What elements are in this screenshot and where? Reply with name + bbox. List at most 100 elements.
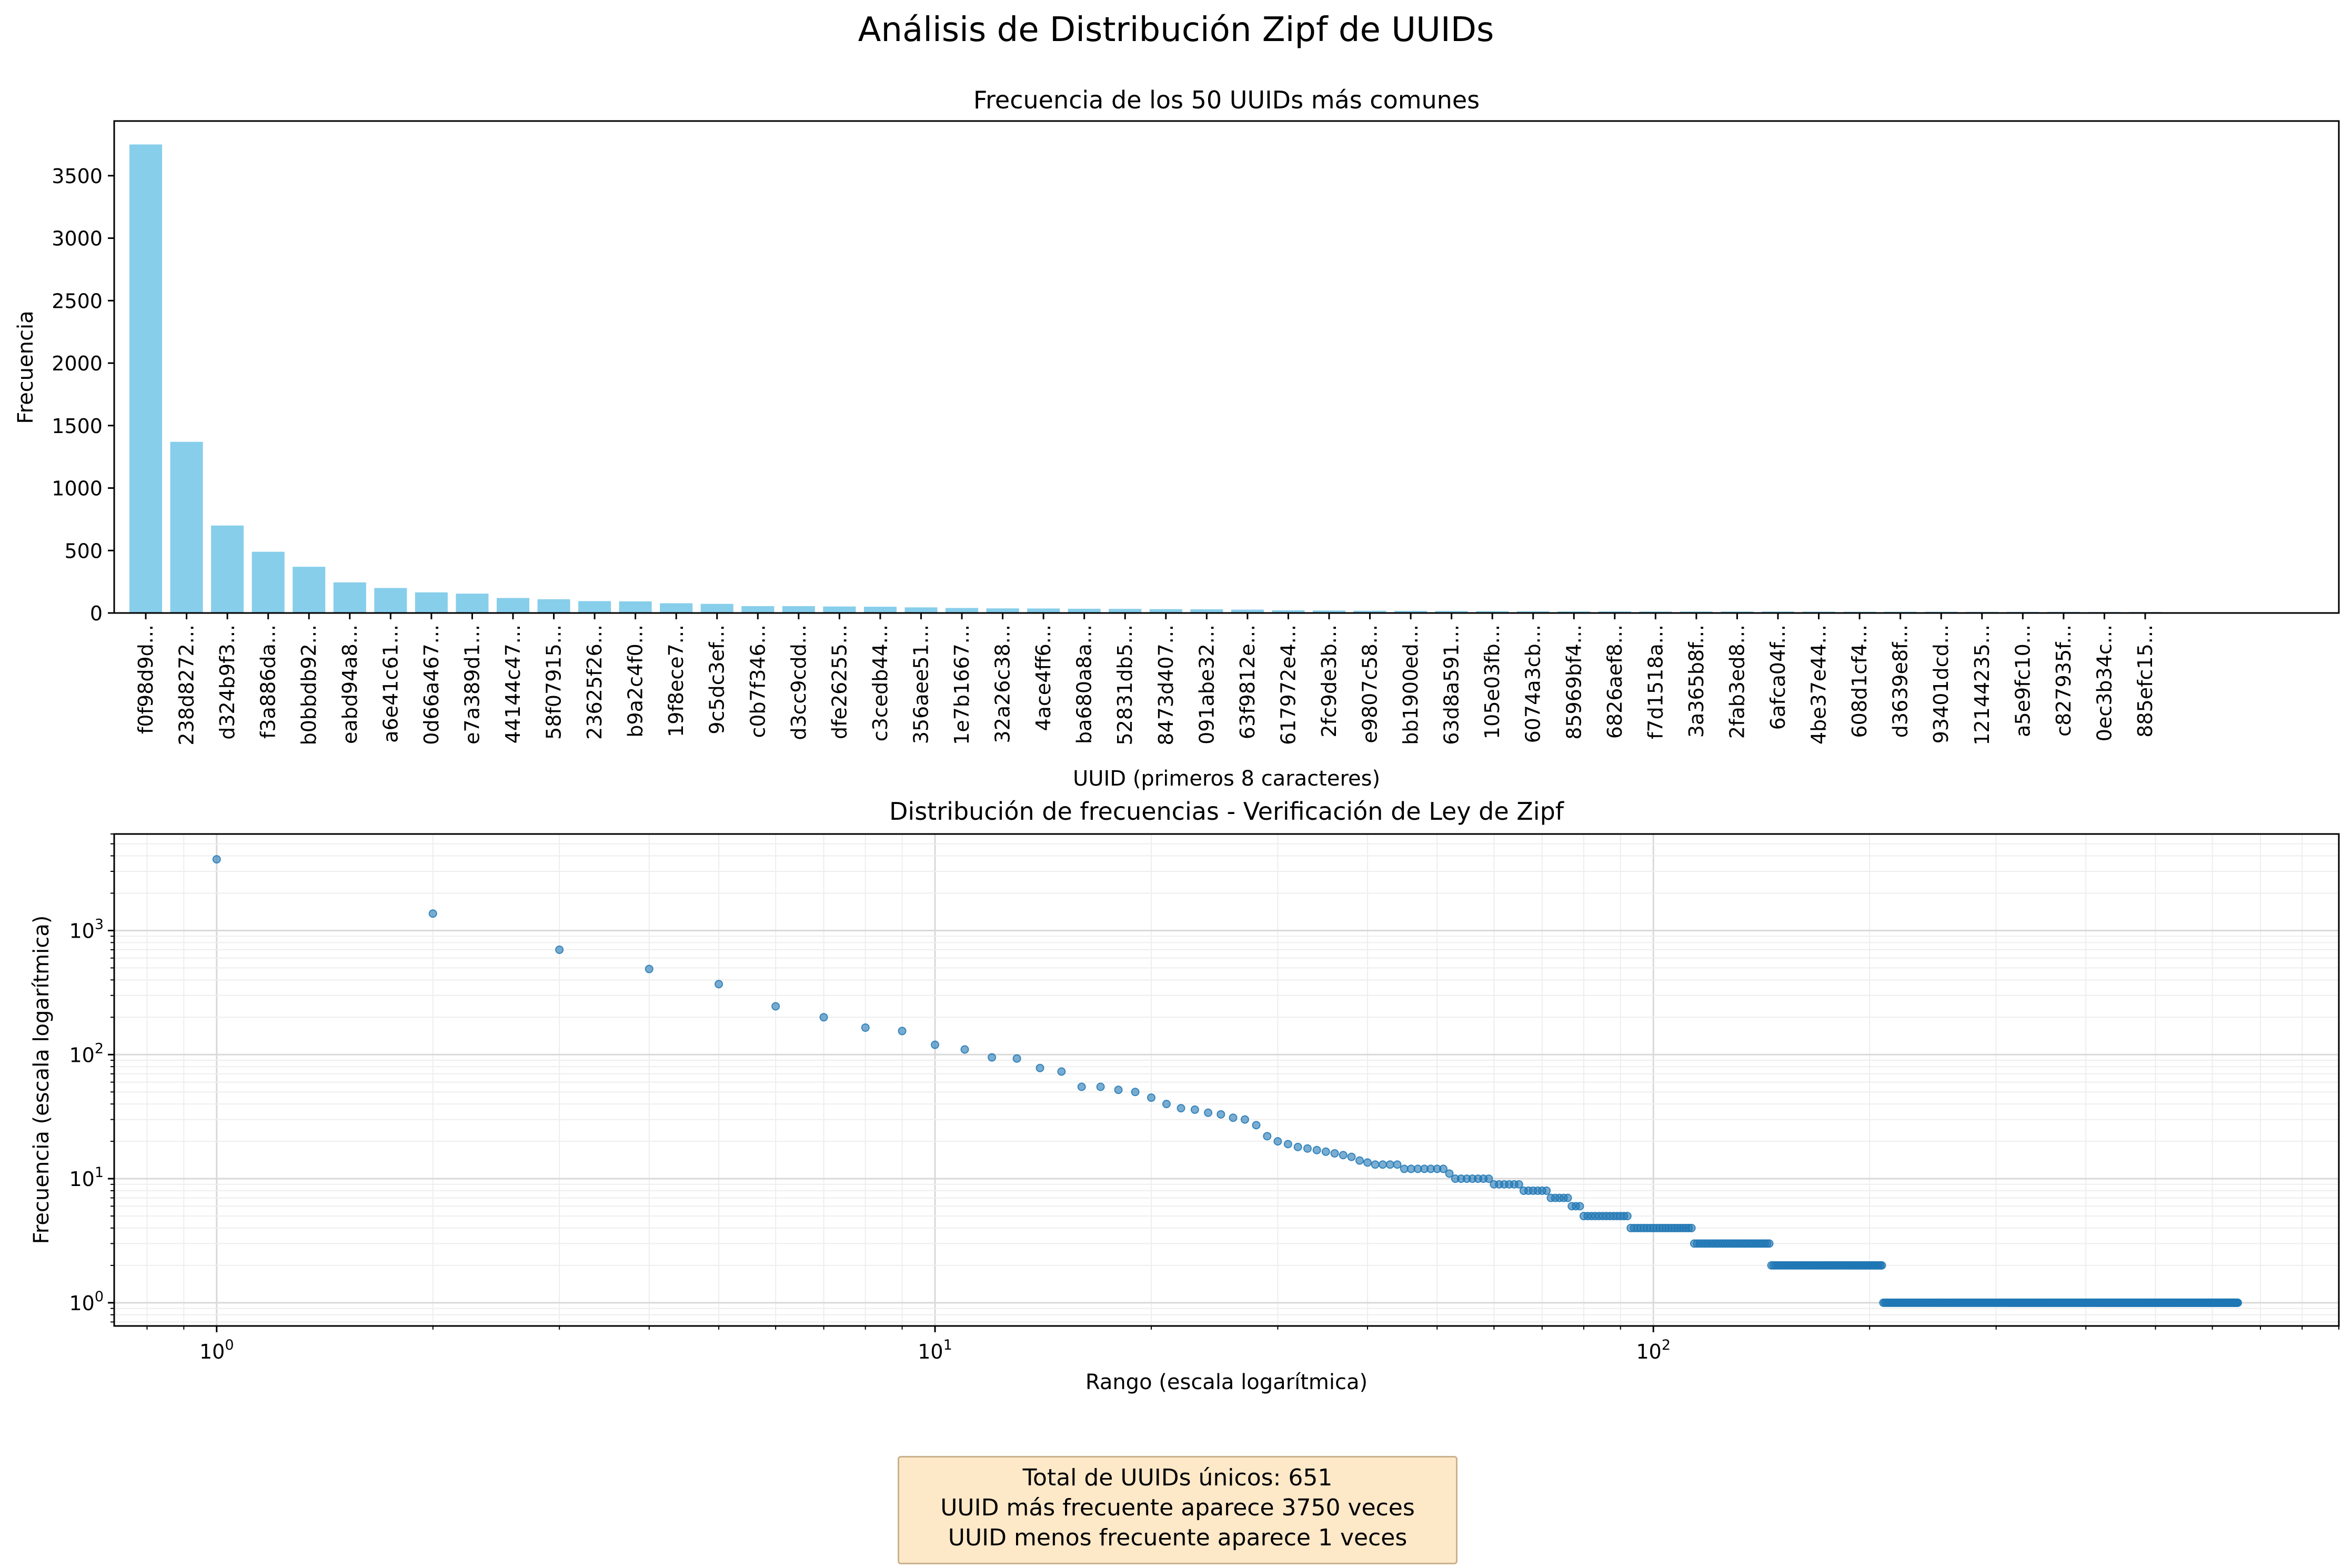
scatter-point — [2233, 1298, 2242, 1307]
scatter-point — [1623, 1212, 1632, 1221]
bar-category-label: 9c5dc3ef... — [706, 625, 729, 735]
bar-category-label: 617972e4... — [1276, 625, 1300, 745]
bar-category-label: e7a389d1... — [460, 625, 484, 745]
bar-22 — [986, 608, 1019, 613]
bar-26 — [1149, 609, 1182, 613]
bar-category-label: 608d1cf4... — [1848, 625, 1871, 738]
bar-category-label: 0d66a467... — [420, 625, 443, 745]
bar-ytick-label: 1500 — [52, 415, 103, 438]
bar-ytick-label: 3000 — [52, 227, 103, 250]
bar-chart-title: Frecuencia de los 50 UUIDs más comunes — [973, 86, 1480, 114]
bar-6 — [333, 582, 366, 613]
scatter-point — [1204, 1108, 1213, 1117]
bar-30 — [1312, 610, 1345, 613]
scatter-point — [1563, 1193, 1572, 1202]
scatter-point — [771, 1002, 780, 1011]
scatter-ytick-label: 100 — [69, 1289, 104, 1315]
summary-box: Total de UUIDs únicos: 651 UUID más frec… — [898, 1456, 1458, 1564]
bar-category-label: 85969bf4... — [1562, 625, 1585, 740]
tick-base: 10 — [69, 1292, 94, 1315]
bar-34 — [1476, 611, 1509, 613]
bar-1 — [129, 144, 163, 613]
scatter-point — [898, 1027, 907, 1036]
scatter-point — [1514, 1180, 1523, 1189]
scatter-point — [1378, 1160, 1387, 1169]
bar-category-label: f7d1518a... — [1644, 625, 1667, 739]
bar-category-label: d3639e8f... — [1889, 625, 1912, 738]
scatter-point — [1114, 1085, 1123, 1094]
scatter-point — [1765, 1239, 1774, 1248]
bar-2 — [170, 441, 203, 613]
scatter-point — [1312, 1145, 1321, 1154]
scatter-point — [1190, 1105, 1199, 1114]
bar-category-label: dfe26255... — [828, 625, 851, 739]
bar-13 — [619, 601, 652, 613]
bar-category-label: 93401dcd... — [1929, 625, 1953, 743]
bar-category-label: b0bbdb92... — [297, 625, 320, 745]
scatter-grid — [114, 833, 2339, 1326]
bar-category-label: 58f07915... — [542, 625, 566, 740]
scatter-point — [1393, 1160, 1402, 1169]
scatter-xtick-label: 100 — [199, 1337, 234, 1363]
bar-chart-xlabel: UUID (primeros 8 caracteres) — [1073, 767, 1380, 791]
figure-suptitle: Análisis de Distribución Zipf de UUIDs — [858, 11, 1494, 49]
scatter-xtick-label: 102 — [1636, 1337, 1671, 1363]
scatter-point — [1363, 1158, 1372, 1167]
bar-23 — [1027, 608, 1060, 613]
bar-category-label: 6074a3cb... — [1522, 625, 1545, 743]
scatter-point — [1252, 1121, 1261, 1130]
bar-14 — [660, 603, 693, 613]
scatter-point — [861, 1023, 870, 1032]
scatter-point — [931, 1040, 940, 1049]
bar-7 — [374, 588, 407, 613]
bar-12 — [578, 601, 611, 613]
bar-20 — [904, 607, 938, 613]
scatter-point — [960, 1045, 969, 1054]
bar-category-label: 32a26c38... — [991, 625, 1014, 743]
bar-category-label: bb1900ed... — [1399, 625, 1422, 745]
bar-ytick-label: 2000 — [52, 352, 103, 375]
scatter-point — [1371, 1160, 1380, 1169]
tick-exponent: 2 — [95, 1040, 104, 1057]
bar-marks — [129, 144, 2162, 613]
scatter-point — [988, 1053, 997, 1062]
bar-25 — [1109, 609, 1142, 613]
scatter-ytick-label: 103 — [69, 916, 104, 942]
bar-ytick-label: 0 — [90, 602, 103, 625]
bar-17 — [782, 606, 815, 613]
bar-ytick-label: 500 — [64, 539, 103, 562]
scatter-point — [1077, 1082, 1086, 1091]
scatter-point — [1542, 1186, 1551, 1195]
bar-category-label: d3cc9cdd... — [787, 625, 810, 740]
scatter-point — [1263, 1132, 1272, 1141]
scatter-chart-ylabel: Frecuencia (escala logarítmica) — [29, 916, 54, 1244]
bar-category-label: 3a365b8f... — [1685, 625, 1708, 738]
scatter-chart-title: Distribución de frecuencias - Verificaci… — [889, 797, 1565, 826]
tick-base: 10 — [1636, 1340, 1661, 1363]
bar-y-ticks: 0 500 1000 1500 2000 2500 3000 3500 — [52, 165, 114, 625]
scatter-point — [1877, 1261, 1886, 1270]
bar-category-label: a5e9fc10... — [2011, 625, 2034, 737]
bar-category-label: a6e41c61... — [379, 625, 402, 743]
tick-exponent: 3 — [95, 916, 104, 932]
bar-category-label: ba680a8a... — [1073, 625, 1096, 744]
bar-category-label: c827935f... — [2052, 625, 2075, 737]
bar-category-label: 12144235... — [1971, 625, 1994, 746]
scatter-point — [819, 1013, 828, 1022]
bar-3 — [211, 525, 244, 613]
bar-ytick-label: 2500 — [52, 289, 103, 313]
bar-category-label: 091abe32... — [1195, 625, 1218, 745]
bar-category-label: 4ace4ff6... — [1032, 625, 1055, 731]
bar-category-label: 105e03fb... — [1481, 625, 1504, 739]
scatter-point — [428, 909, 437, 918]
scatter-point — [1096, 1082, 1105, 1091]
scatter-point — [1240, 1115, 1249, 1124]
bar-18 — [823, 606, 856, 613]
bar-24 — [1068, 608, 1101, 613]
scatter-point — [1012, 1054, 1021, 1063]
summary-total-unique: Total de UUIDs únicos: 651 — [1022, 1464, 1333, 1491]
bar-29 — [1272, 610, 1305, 613]
scatter-point — [1385, 1160, 1394, 1169]
scatter-point — [1330, 1149, 1339, 1158]
